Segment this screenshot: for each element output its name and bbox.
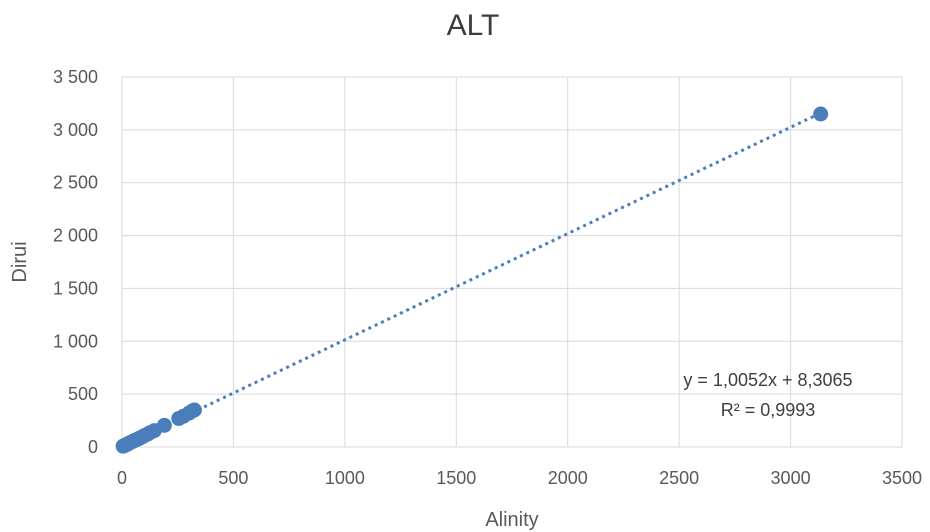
y-tick-label: 1 000 (53, 331, 98, 351)
trendline (121, 111, 822, 448)
x-tick-label: 3500 (882, 468, 922, 488)
x-axis-ticks: 0 500 1000 1500 2000 2500 3000 3500 (117, 468, 922, 488)
data-point (186, 402, 202, 418)
y-tick-label: 3 000 (53, 120, 98, 140)
x-tick-label: 500 (218, 468, 248, 488)
x-axis-label: Alinity (485, 509, 538, 531)
x-tick-label: 2000 (548, 468, 588, 488)
plot-area (121, 76, 903, 448)
trendline-equation: y = 1,0052x + 8,3065 (683, 370, 852, 390)
trendline-r-squared: R² = 0,9993 (721, 400, 816, 420)
chart-title: ALT (447, 9, 500, 42)
x-tick-label: 0 (117, 468, 127, 488)
data-point (813, 106, 829, 122)
y-tick-label: 0 (88, 437, 98, 457)
x-tick-label: 3000 (771, 468, 811, 488)
x-tick-label: 1000 (325, 468, 365, 488)
y-tick-label: 500 (68, 384, 98, 404)
y-tick-label: 2 500 (53, 173, 98, 193)
y-tick-label: 2 000 (53, 226, 98, 246)
y-tick-label: 3 500 (53, 67, 98, 87)
data-point (156, 417, 172, 433)
x-tick-label: 2500 (659, 468, 699, 488)
x-tick-label: 1500 (436, 468, 476, 488)
y-tick-label: 1 500 (53, 278, 98, 298)
y-axis-label: Dirui (9, 241, 31, 282)
gridlines (121, 76, 903, 448)
data-points (115, 106, 829, 454)
y-axis-ticks: 0 500 1 000 1 500 2 000 2 500 3 000 3 500 (53, 67, 98, 457)
